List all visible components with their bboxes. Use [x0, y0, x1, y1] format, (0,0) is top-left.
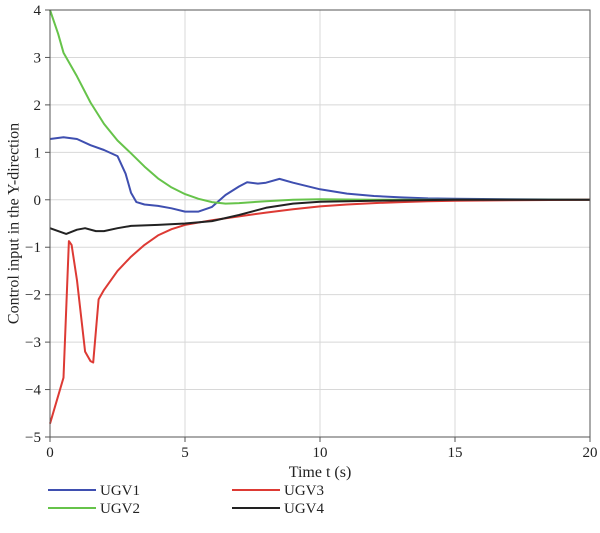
- y-tick-label: 2: [34, 98, 42, 114]
- x-tick-label: 20: [583, 445, 598, 461]
- legend: UGV1 UGV2 UGV3 UGV4: [48, 483, 324, 517]
- series-line-ugv4: [49, 198, 590, 235]
- y-tick-label: −2: [25, 288, 41, 304]
- legend-label-ugv3: UGV3: [284, 483, 324, 499]
- y-axis-ticks: −5 −4 −3 −2 −1 0 1 2 3 4: [25, 3, 50, 446]
- y-tick-label: 3: [34, 50, 42, 66]
- y-axis-label: Control input in the Y-direction: [6, 123, 23, 324]
- series-line-ugv2: [49, 9, 590, 205]
- x-axis-ticks: 0 5 10 15 20: [46, 437, 598, 461]
- y-tick-label: 1: [34, 145, 42, 161]
- legend-label-ugv4: UGV4: [284, 501, 324, 517]
- y-tick-label: −1: [25, 240, 41, 256]
- y-tick-label: −3: [25, 335, 41, 351]
- series-line-ugv3: [49, 198, 591, 424]
- x-tick-label: 15: [448, 445, 463, 461]
- legend-label-ugv1: UGV1: [100, 483, 140, 499]
- series-lines: [49, 9, 591, 424]
- x-axis-label: Time t (s): [289, 464, 352, 481]
- grid: [49, 9, 591, 438]
- x-tick-label: 5: [181, 445, 189, 461]
- y-tick-label: −4: [25, 383, 41, 399]
- y-tick-label: 4: [34, 3, 42, 19]
- y-tick-label: −5: [25, 430, 41, 446]
- x-tick-label: 0: [46, 445, 54, 461]
- series-line-ugv1: [49, 136, 591, 213]
- x-tick-label: 10: [313, 445, 328, 461]
- legend-label-ugv2: UGV2: [100, 501, 140, 517]
- y-tick-label: 0: [34, 193, 42, 209]
